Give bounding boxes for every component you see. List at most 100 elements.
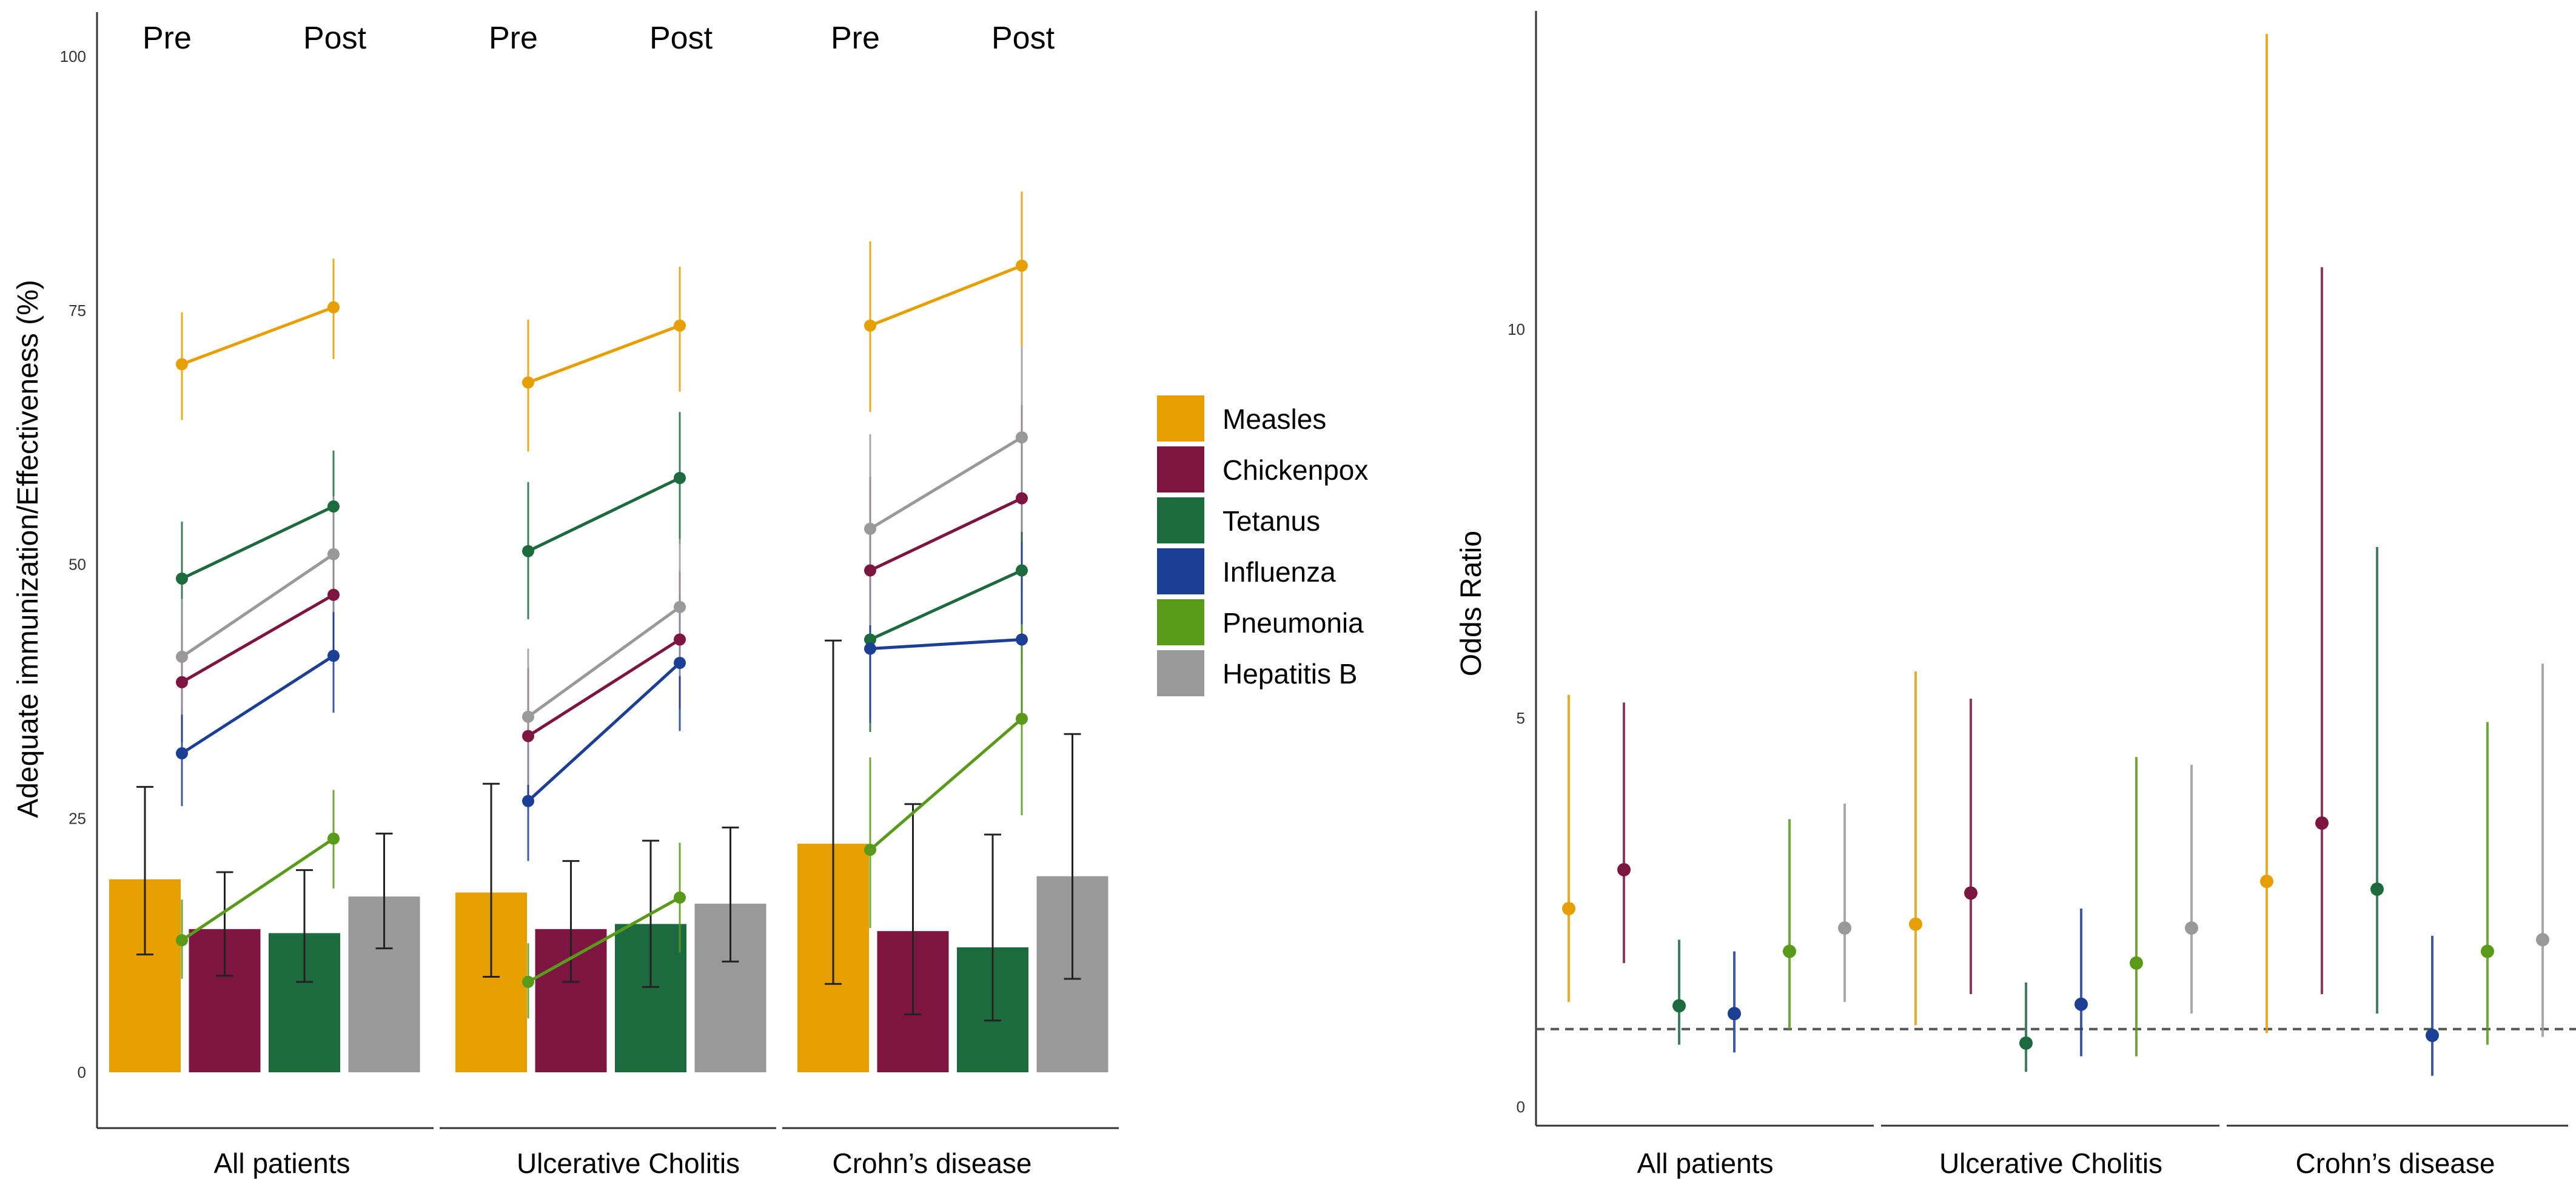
point-pre-chickenpox-crohns-disease (864, 564, 876, 577)
or-point-measles-all-patients (1562, 902, 1575, 916)
line-measles-all-patients (181, 306, 334, 366)
phase-label-pre-all-patients: Pre (143, 21, 192, 56)
phase-label-pre-crohns-disease: Pre (831, 21, 880, 56)
line-tetanus-ulcerative-cholitis (527, 476, 681, 553)
point-post-measles-crohns-disease (1016, 260, 1028, 272)
point-pre-measles-crohns-disease (864, 319, 876, 332)
or-point-influenza-all-patients (1728, 1007, 1741, 1021)
right-group-label-crohns-disease: Crohn’s disease (2295, 1148, 2495, 1179)
right-group-label-all-patients: All patients (1637, 1148, 1773, 1179)
point-post-chickenpox-ulcerative-cholitis (674, 633, 686, 646)
line-hepatitis-b-all-patients (181, 553, 335, 658)
point-pre-influenza-crohns-disease (864, 642, 876, 655)
left-y-tick-0: 0 (78, 1063, 86, 1081)
or-point-chickenpox-all-patients (1617, 862, 1631, 876)
or-point-chickenpox-ulcerative-cholitis (1964, 886, 1977, 900)
right-y-tick-10: 10 (1508, 320, 1525, 338)
or-point-tetanus-all-patients (1672, 999, 1686, 1013)
point-pre-influenza-all-patients (176, 747, 188, 760)
point-post-influenza-crohns-disease (1016, 633, 1028, 646)
left-group-label-crohns-disease: Crohn’s disease (832, 1148, 1031, 1179)
point-post-influenza-all-patients (327, 650, 340, 662)
line-hepatitis-b-ulcerative-cholitis (527, 605, 681, 718)
left-panel-immunization-chart: 0 25 50 75 100 Adequate immunization/Effecti… (12, 12, 1119, 1179)
right-y-tick-0: 0 (1517, 1098, 1525, 1116)
point-post-measles-ulcerative-cholitis (674, 319, 686, 332)
left-series-points (176, 260, 1028, 988)
or-point-influenza-crohns-disease (2426, 1029, 2439, 1043)
right-y-axis-title: Odds Ratio (1455, 531, 1488, 676)
line-chickenpox-crohns-disease (869, 497, 1023, 572)
legend-swatch-pneumonia (1157, 599, 1204, 645)
phase-label-post-all-patients: Post (303, 21, 367, 56)
point-post-influenza-ulcerative-cholitis (674, 656, 686, 669)
legend-swatch-tetanus (1157, 497, 1204, 543)
legend-swatch-measles (1157, 395, 1204, 442)
left-series-lines (181, 264, 1023, 984)
legend-label-tetanus: Tetanus (1223, 505, 1320, 537)
right-group-label-ulcerative-cholitis: Ulcerative Cholitis (1939, 1148, 2162, 1179)
or-point-measles-crohns-disease (2260, 875, 2273, 889)
legend-label-measles: Measles (1223, 403, 1326, 435)
left-phase-labels: Pre Post Pre Post Pre Post (143, 21, 1055, 56)
legend: Measles Chickenpox Tetanus Influenza Pneumon… (1157, 395, 1368, 696)
left-y-tick-75: 75 (69, 301, 86, 320)
legend-swatch-chickenpox (1157, 446, 1204, 492)
point-pre-tetanus-ulcerative-cholitis (522, 545, 534, 557)
point-pre-hepatitis-b-crohns-disease (864, 522, 876, 535)
line-pneumonia-all-patients (181, 837, 335, 942)
or-point-pneumonia-ulcerative-cholitis (2130, 956, 2143, 970)
right-panel-odds-ratio-chart: 0 5 10 Odds Ratio All patients Ulcerative C… (1455, 11, 2576, 1179)
line-influenza-all-patients (181, 654, 335, 755)
point-pre-tetanus-all-patients (176, 572, 188, 585)
left-group-label-all-patients: All patients (213, 1148, 350, 1179)
line-influenza-crohns-disease (870, 637, 1022, 651)
point-post-chickenpox-crohns-disease (1016, 492, 1028, 505)
point-pre-chickenpox-ulcerative-cholitis (522, 730, 534, 742)
line-influenza-ulcerative-cholitis (527, 662, 681, 802)
or-point-pneumonia-all-patients (1783, 944, 1796, 958)
phase-label-post-ulcerative-cholitis: Post (649, 21, 713, 56)
left-x-axis: All patients Ulcerative Cholitis Crohn’s d… (97, 1127, 1119, 1179)
or-point-influenza-ulcerative-cholitis (2075, 997, 2088, 1011)
or-point-hepatitis-b-ulcerative-cholitis (2185, 921, 2198, 935)
point-post-tetanus-crohns-disease (1016, 564, 1028, 577)
point-post-hepatitis-b-ulcerative-cholitis (674, 600, 686, 613)
or-point-tetanus-crohns-disease (2370, 882, 2384, 896)
legend-label-hepatitis-b: Hepatitis B (1223, 658, 1357, 690)
legend-label-influenza: Influenza (1223, 556, 1336, 588)
left-bar-error-bars (136, 639, 1081, 1022)
point-post-pneumonia-ulcerative-cholitis (674, 891, 686, 904)
or-point-pneumonia-crohns-disease (2481, 944, 2494, 958)
legend-swatch-influenza (1157, 548, 1204, 594)
line-tetanus-crohns-disease (869, 569, 1023, 641)
line-chickenpox-ulcerative-cholitis (527, 638, 681, 738)
or-point-chickenpox-crohns-disease (2315, 816, 2329, 830)
point-post-hepatitis-b-all-patients (327, 548, 340, 560)
point-pre-hepatitis-b-ulcerative-cholitis (522, 710, 534, 723)
left-y-tick-25: 25 (69, 809, 86, 827)
point-post-chickenpox-all-patients (327, 588, 340, 601)
right-x-axis: All patients Ulcerative Cholitis Crohn’s d… (1536, 1124, 2568, 1179)
phase-label-post-crohns-disease: Post (991, 21, 1055, 56)
or-point-hepatitis-b-all-patients (1838, 921, 1851, 935)
line-pneumonia-ulcerative-cholitis (527, 896, 681, 984)
point-pre-pneumonia-ulcerative-cholitis (522, 975, 534, 988)
point-pre-pneumonia-all-patients (176, 934, 188, 947)
point-pre-tetanus-crohns-disease (864, 633, 876, 646)
left-bars (109, 844, 1109, 1072)
line-tetanus-all-patients (181, 505, 335, 580)
point-pre-influenza-ulcerative-cholitis (522, 795, 534, 807)
line-chickenpox-all-patients (181, 593, 335, 684)
point-pre-measles-all-patients (176, 358, 188, 371)
or-point-measles-ulcerative-cholitis (1909, 917, 1922, 931)
point-post-measles-all-patients (327, 301, 340, 314)
right-odds-ratio-points (1562, 816, 2549, 1050)
point-post-tetanus-ulcerative-cholitis (674, 472, 686, 485)
or-point-tetanus-ulcerative-cholitis (2019, 1036, 2033, 1050)
right-y-tick-labels: 0 5 10 (1508, 320, 1525, 1116)
point-post-pneumonia-crohns-disease (1016, 713, 1028, 725)
line-hepatitis-b-crohns-disease (869, 435, 1023, 531)
left-group-label-ulcerative-cholitis: Ulcerative Cholitis (517, 1148, 740, 1179)
